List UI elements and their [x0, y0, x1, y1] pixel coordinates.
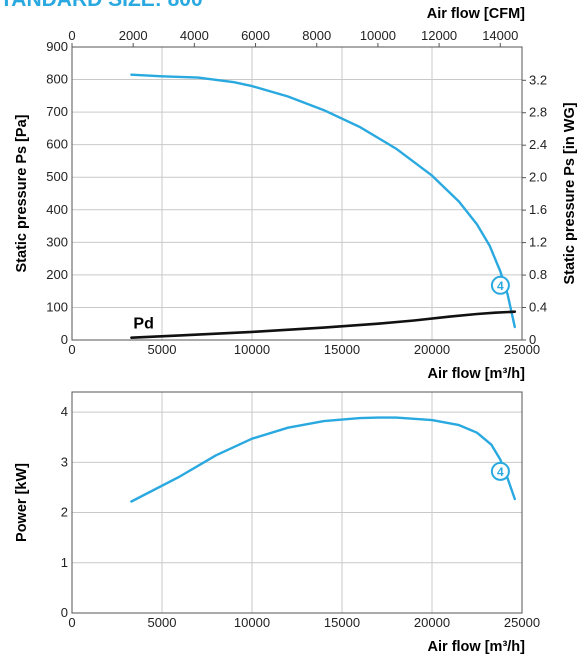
pd-curve-line: [130, 310, 517, 340]
x-tick-label: 0: [68, 342, 75, 357]
y2-tick-label: 0: [529, 332, 536, 347]
x-tick-label: 25000: [504, 342, 540, 357]
curve-number-marker: [490, 461, 510, 481]
x-tick-label: 15000: [324, 342, 360, 357]
y-tick-label: 500: [46, 169, 68, 184]
y-tick-label: 600: [46, 137, 68, 152]
x-axis-label: Air flow [m³/h]: [428, 639, 526, 655]
chart-panel-2: 0 5000 10000 15000 20000 25000 0 1 2 3 4 4 Air flow …: [14, 391, 540, 655]
y2-tick-label: 2.0: [529, 170, 547, 185]
chart-panel-1: 0 5000 10000 15000 20000 25000010020030040050…: [14, 6, 578, 382]
y2-tick-label: 2.4: [529, 137, 547, 152]
x2-tick-label: 10000: [360, 28, 396, 43]
plot-frame: [71, 46, 523, 341]
fan-curve-line: [130, 73, 516, 329]
x2-tick-label: 4000: [180, 28, 209, 43]
x-tick-label: 5000: [148, 615, 177, 630]
y2-tick-label: 0.4: [529, 300, 547, 315]
y-tick-label: 100: [46, 299, 68, 314]
x-tick-label: 25000: [504, 615, 540, 630]
curve-number-marker: [490, 275, 510, 295]
plot-frame: [71, 391, 523, 614]
x-tick-label: 15000: [324, 615, 360, 630]
y-tick-label: 900: [46, 39, 68, 54]
fan-curve-line: [130, 416, 516, 503]
y-tick-label: 0: [61, 605, 68, 620]
y-tick-label: 800: [46, 72, 68, 87]
curve-number-label: 4: [497, 465, 504, 479]
y2-tick-label: 2.8: [529, 105, 547, 120]
x2-tick-label: 2000: [119, 28, 148, 43]
x2-tick-label: 14000: [482, 28, 518, 43]
y-tick-label: 3: [61, 454, 68, 469]
y-tick-label: 400: [46, 202, 68, 217]
y-tick-label: 1: [61, 555, 68, 570]
x-tick-label: 20000: [414, 342, 450, 357]
x2-tick-label: 6000: [241, 28, 270, 43]
y2-axis-label: Static pressure Ps [in WG]: [562, 102, 578, 284]
y2-tick-label: 3.2: [529, 72, 547, 87]
x2-axis-label: Air flow [CFM]: [427, 6, 525, 22]
y2-tick-label: 1.6: [529, 202, 547, 217]
y-tick-label: 4: [61, 404, 68, 419]
x2-tick-label: 0: [68, 28, 75, 43]
y-axis-label: Power [kW]: [14, 463, 30, 542]
chart-title: STANDARD SIZE: 800: [0, 0, 203, 12]
y2-tick-label: 1.2: [529, 235, 547, 250]
y2-tick-label: 0.8: [529, 267, 547, 282]
y-tick-label: 2: [61, 505, 68, 520]
y-tick-label: 300: [46, 234, 68, 249]
x-axis-label: Air flow [m³/h]: [428, 366, 526, 382]
x-tick-label: 10000: [234, 615, 270, 630]
x-tick-label: 5000: [148, 342, 177, 357]
curve-number-label: 4: [497, 279, 504, 293]
x2-tick-label: 12000: [421, 28, 457, 43]
x-tick-label: 20000: [414, 615, 450, 630]
x-tick-label: 0: [68, 615, 75, 630]
y-axis-label: Static pressure Ps [Pa]: [14, 114, 30, 272]
series-label: Pd: [133, 316, 153, 333]
x-tick-label: 10000: [234, 342, 270, 357]
y-tick-label: 700: [46, 104, 68, 119]
y-tick-label: 0: [61, 332, 68, 347]
x2-tick-label: 8000: [302, 28, 331, 43]
y-tick-label: 200: [46, 267, 68, 282]
